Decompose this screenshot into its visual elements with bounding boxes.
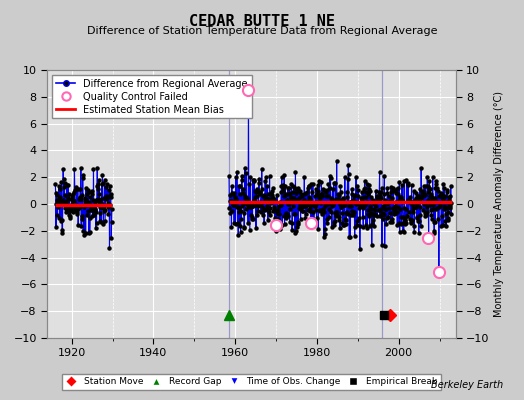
Y-axis label: Monthly Temperature Anomaly Difference (°C): Monthly Temperature Anomaly Difference (… [494, 91, 504, 317]
Text: Difference of Station Temperature Data from Regional Average: Difference of Station Temperature Data f… [87, 26, 437, 36]
Text: CEDAR BUTTE 1 NE: CEDAR BUTTE 1 NE [189, 14, 335, 29]
Text: Berkeley Earth: Berkeley Earth [431, 380, 503, 390]
Legend: Station Move, Record Gap, Time of Obs. Change, Empirical Break: Station Move, Record Gap, Time of Obs. C… [62, 374, 441, 390]
